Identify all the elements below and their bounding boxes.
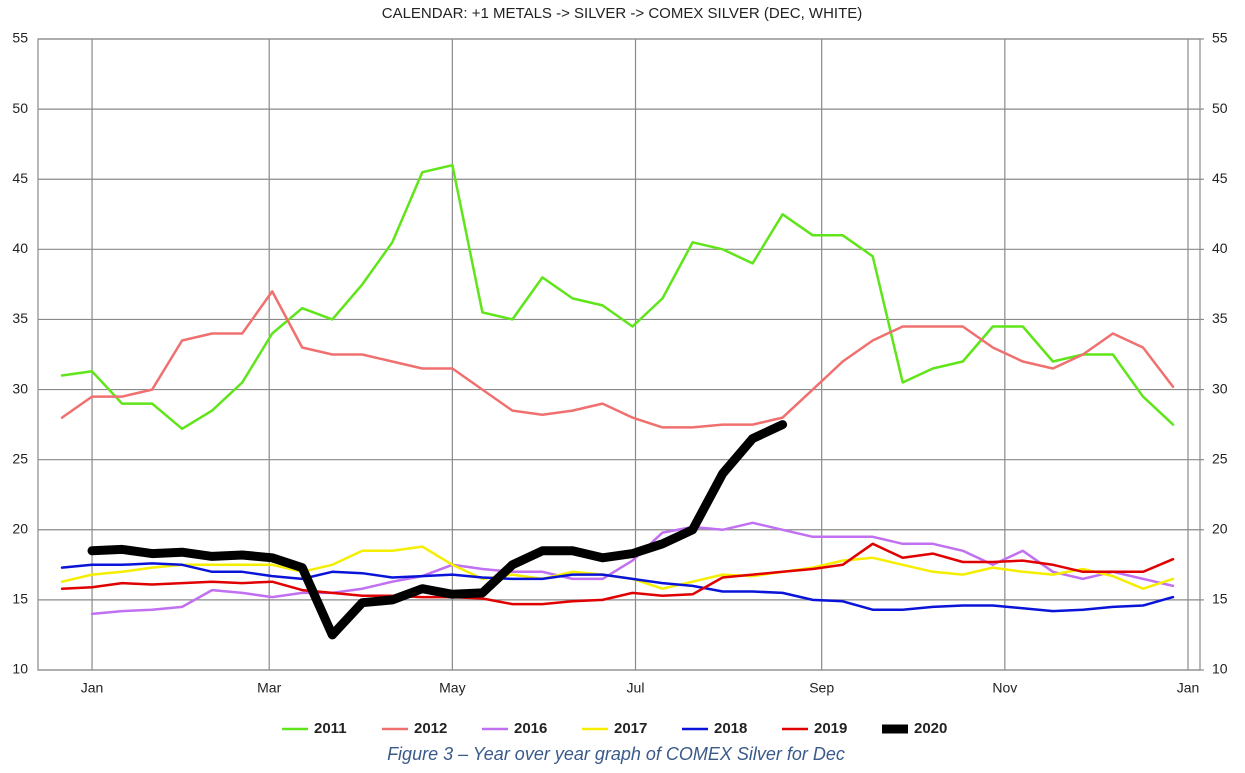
caption: Figure 3 – Year over year graph of COMEX…: [387, 744, 845, 764]
y-tick-label: 25: [12, 450, 28, 466]
y2-tick-label: 20: [1212, 520, 1228, 536]
y2-tick-label: 10: [1212, 661, 1228, 677]
y2-tick-label: 40: [1212, 240, 1228, 256]
y-tick-label: 35: [12, 310, 28, 326]
y-tick-label: 10: [12, 661, 28, 677]
y2-tick-label: 15: [1212, 591, 1228, 607]
x-tick-label: Jan: [1177, 680, 1200, 696]
x-tick-label: Jan: [81, 680, 104, 696]
y2-tick-label: 30: [1212, 380, 1228, 396]
y2-tick-label: 55: [1212, 30, 1228, 46]
y2-tick-label: 45: [1212, 170, 1228, 186]
y-tick-label: 30: [12, 380, 28, 396]
series-line: [60, 163, 1175, 431]
y-tick-label: 20: [12, 520, 28, 536]
x-tick-label: Jul: [627, 680, 645, 696]
y2-tick-label: 25: [1212, 450, 1228, 466]
chart-title: CALENDAR: +1 METALS -> SILVER -> COMEX S…: [382, 5, 863, 22]
legend-label: 2018: [714, 720, 747, 737]
legend-label: 2012: [414, 720, 447, 737]
series-line: [60, 562, 1175, 613]
x-tick-label: Mar: [257, 680, 281, 696]
x-tick-label: May: [439, 680, 465, 696]
legend-label: 2020: [914, 720, 947, 737]
y-tick-label: 50: [12, 100, 28, 116]
y2-tick-label: 35: [1212, 310, 1228, 326]
y-tick-label: 15: [12, 591, 28, 607]
legend-label: 2017: [614, 720, 647, 737]
series-line: [60, 290, 1175, 429]
legend-label: 2019: [814, 720, 847, 737]
y-tick-label: 40: [12, 240, 28, 256]
series-line: [87, 420, 788, 640]
plot-frame: [37, 38, 1201, 671]
series-line: [60, 542, 1175, 606]
y2-tick-label: 50: [1212, 100, 1228, 116]
legend-label: 2016: [514, 720, 547, 737]
y-tick-label: 45: [12, 170, 28, 186]
series-line: [90, 521, 1175, 616]
x-tick-label: Nov: [992, 680, 1017, 696]
y-tick-label: 55: [12, 30, 28, 46]
legend-label: 2011: [314, 720, 347, 737]
x-tick-label: Sep: [809, 680, 834, 696]
